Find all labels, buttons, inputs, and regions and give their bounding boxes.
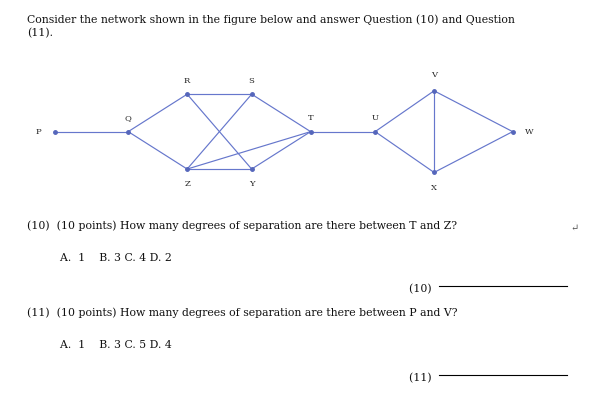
Text: X: X (431, 184, 437, 192)
Text: Q: Q (125, 114, 132, 122)
Text: (11): (11) (409, 373, 435, 383)
Text: Z: Z (184, 180, 190, 188)
Text: (11).: (11). (27, 28, 54, 38)
Text: (10): (10) (409, 284, 435, 294)
Text: ↵: ↵ (570, 224, 578, 232)
Text: R: R (184, 77, 190, 85)
Text: U: U (371, 114, 379, 122)
Text: S: S (249, 77, 254, 85)
Text: T: T (308, 114, 314, 122)
Text: A.  1    B. 3 C. 4 D. 2: A. 1 B. 3 C. 4 D. 2 (46, 253, 171, 263)
Text: V: V (431, 72, 437, 79)
Text: Consider the network shown in the figure below and answer Question (10) and Ques: Consider the network shown in the figure… (27, 14, 515, 25)
Text: W: W (525, 128, 534, 136)
Text: A.  1    B. 3 C. 5 D. 4: A. 1 B. 3 C. 5 D. 4 (46, 340, 171, 350)
Text: P: P (35, 128, 41, 136)
Text: (10)  (10 points) How many degrees of separation are there between T and Z?: (10) (10 points) How many degrees of sep… (27, 221, 457, 231)
Text: (11)  (10 points) How many degrees of separation are there between P and V?: (11) (10 points) How many degrees of sep… (27, 308, 458, 318)
Text: Y: Y (249, 180, 254, 188)
